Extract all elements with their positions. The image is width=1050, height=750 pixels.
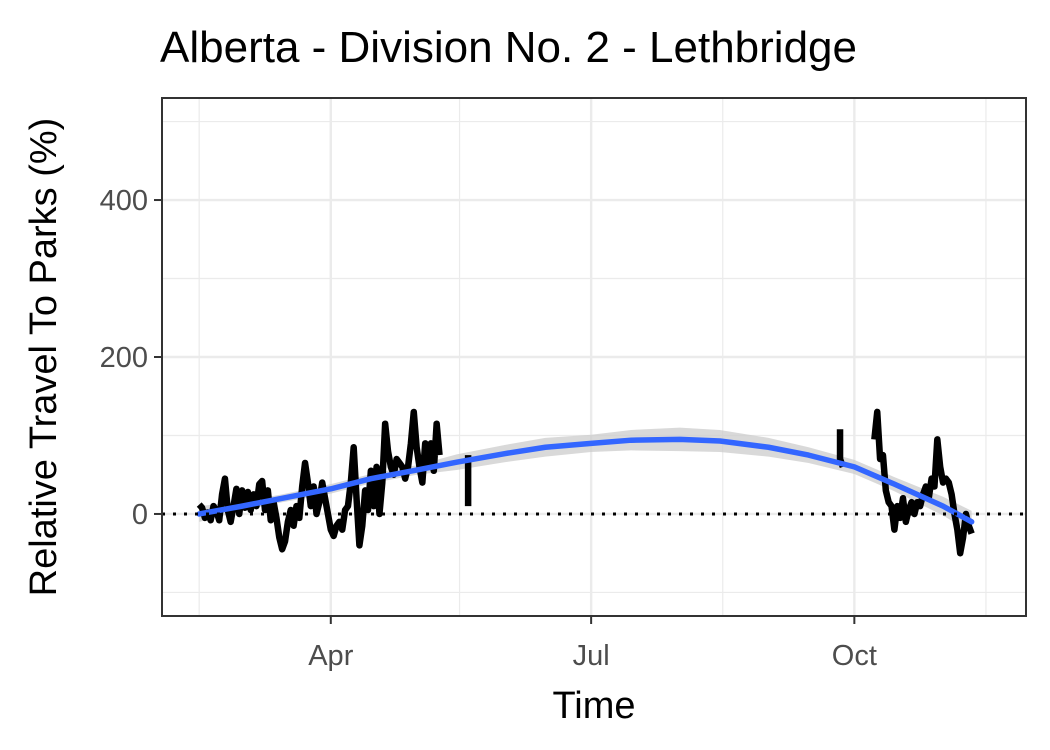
y-tick-label: 200 (100, 342, 148, 374)
plot-panel (161, 97, 1027, 617)
y-tick-label: 0 (132, 499, 148, 531)
smooth-trend-layer (196, 436, 975, 525)
x-tick-label: Oct (832, 640, 877, 672)
y-tick-label: 400 (100, 185, 148, 217)
chart-title: Alberta - Division No. 2 - Lethbridge (160, 23, 857, 72)
x-tick-label: Jul (573, 640, 610, 672)
confidence-band (199, 427, 972, 533)
axes: 0 200 400 Apr Jul Oct (100, 185, 877, 672)
confidence-band-layer (199, 427, 972, 533)
y-axis-title: Relative Travel To Parks (%) (23, 118, 65, 597)
smooth-trend-line (196, 436, 975, 525)
x-tick-label: Apr (308, 640, 353, 672)
x-axis-title: Time (552, 685, 635, 727)
